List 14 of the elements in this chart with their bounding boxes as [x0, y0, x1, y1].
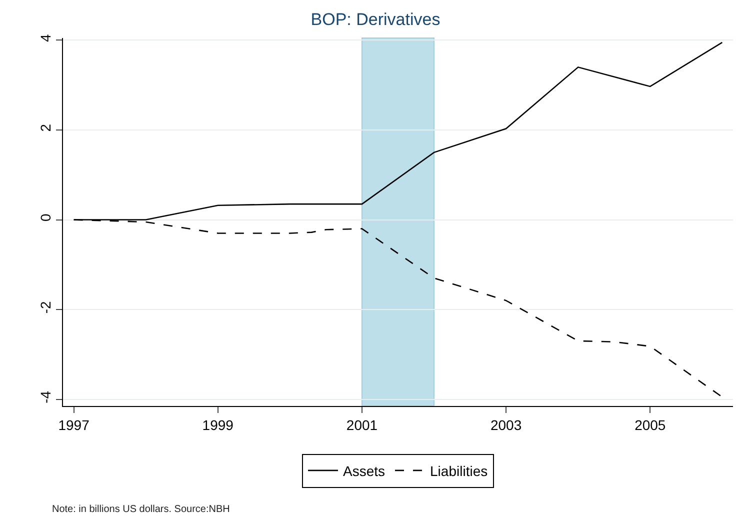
- x-tick-label: 1997: [58, 416, 90, 433]
- text: Note: in billions US dollars. Source:NBH: [52, 504, 230, 515]
- y-tick-label: 4: [37, 34, 54, 42]
- x-tick-label: 1999: [202, 416, 234, 433]
- x-tick-label: 2001: [346, 416, 378, 433]
- x-tick-label: 2005: [634, 416, 666, 433]
- legend-label: Liabilities: [430, 462, 488, 479]
- y-tick-label: -4: [37, 390, 54, 404]
- y-tick-label: -2: [37, 300, 54, 314]
- y-tick-label: 2: [37, 124, 54, 132]
- legend-label: Assets: [343, 462, 386, 479]
- chart-title: BOP: Derivatives: [310, 10, 440, 30]
- x-tick-label: 2003: [490, 416, 522, 433]
- y-tick-label: 0: [37, 214, 54, 222]
